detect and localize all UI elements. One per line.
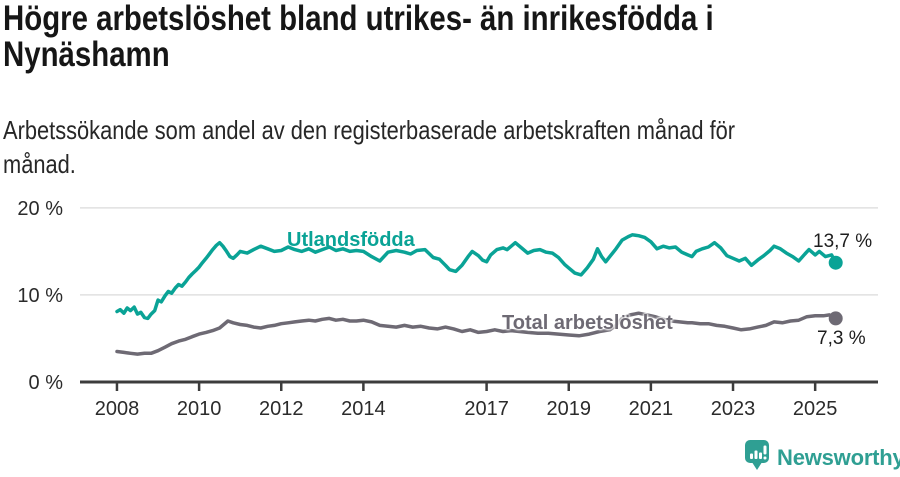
x-tick-label: 2012: [259, 398, 304, 420]
series-label-utlandsfodda: Utlandsfödda: [287, 229, 415, 251]
x-tick-label: 2014: [341, 398, 386, 420]
x-tick-label: 2010: [177, 398, 222, 420]
y-tick-label: 20 %: [17, 198, 63, 220]
chart-title-line2: Nynäshamn: [3, 35, 170, 74]
end-value-label-utlandsfodda: 13,7 %: [813, 231, 873, 252]
series-label-total-arbetsloshet: Total arbetslöshet: [502, 312, 673, 334]
y-tick-label: 10 %: [17, 285, 63, 307]
y-tick-label: 0 %: [29, 372, 64, 394]
series-end-dot-0: [828, 255, 843, 270]
newsworthy-logo-icon: [744, 439, 770, 477]
x-tick-label: 2017: [464, 398, 509, 420]
end-value-label-total-arbetsloshet: 7,3 %: [817, 328, 866, 349]
series-line-1: [115, 311, 838, 356]
chart-subtitle-line1: Arbetssökande som andel av den registerb…: [3, 115, 736, 145]
x-tick-label: 2008: [95, 398, 140, 420]
newsworthy-logo[interactable]: Newsworthy: [744, 439, 900, 477]
chart-title-line1: Högre arbetslöshet bland utrikes- än inr…: [3, 0, 714, 38]
x-tick-label: 2023: [711, 398, 756, 420]
series-end-dot-1: [828, 311, 843, 326]
x-tick-label: 2025: [793, 398, 838, 420]
series-line-0: [115, 233, 838, 321]
chart-title: Högre arbetslöshet bland utrikes- än inr…: [3, 1, 714, 73]
newsworthy-logo-text: Newsworthy: [777, 445, 900, 470]
x-tick-label: 2021: [629, 398, 674, 420]
chart-subtitle: Arbetssökande som andel av den registerb…: [3, 113, 735, 181]
chart-subtitle-line2: månad.: [3, 149, 76, 179]
x-tick-label: 2019: [546, 398, 591, 420]
